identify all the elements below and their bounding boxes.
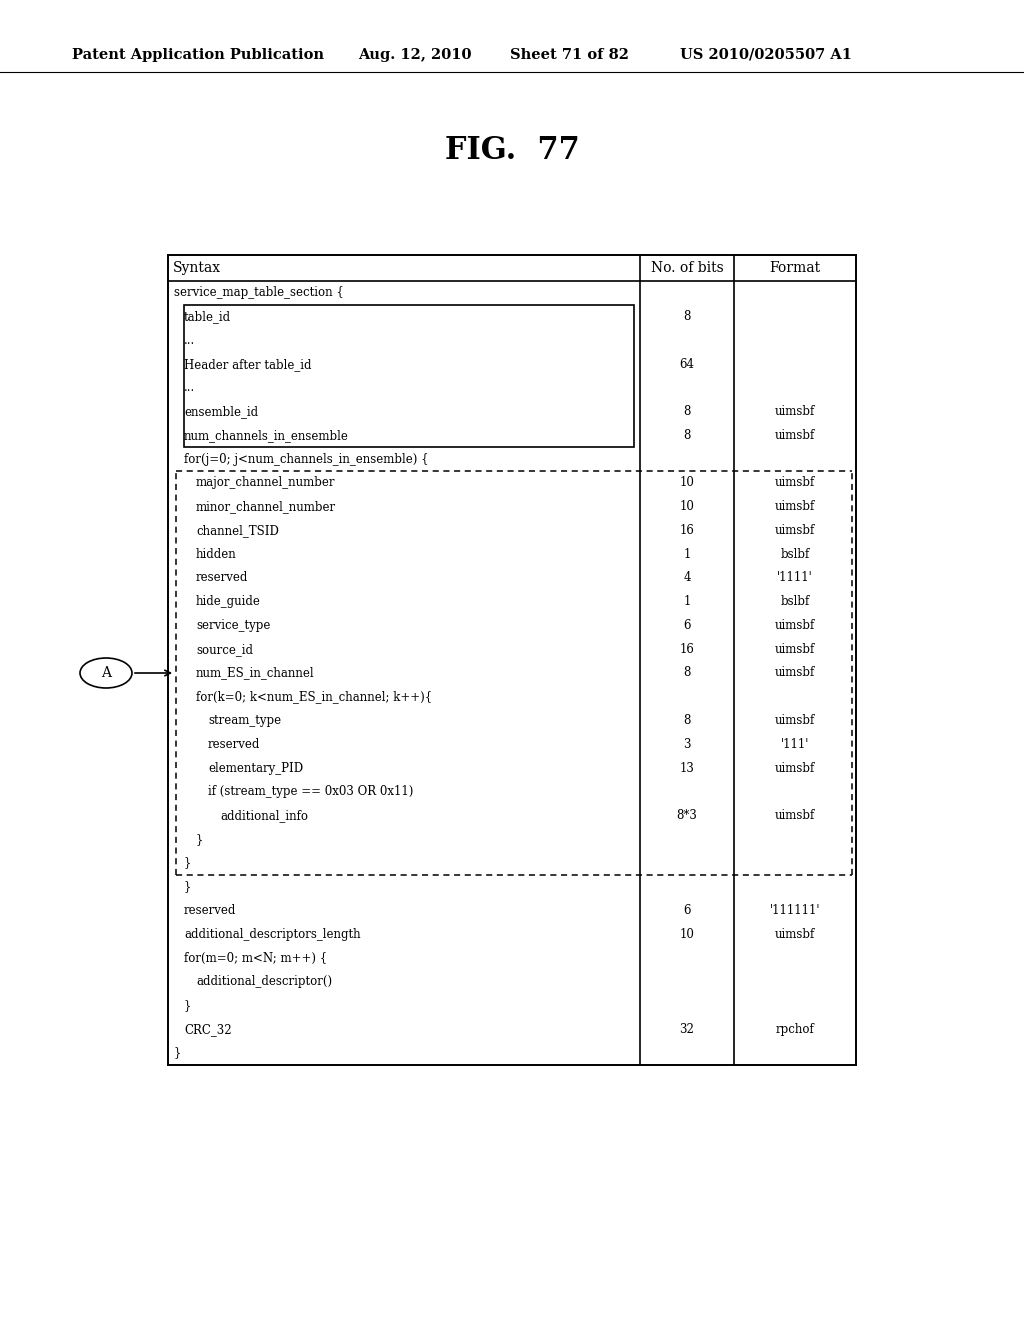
Text: 8: 8 — [683, 310, 690, 323]
Text: ...: ... — [184, 381, 196, 395]
Text: '111111': '111111' — [770, 904, 820, 917]
Text: Header after table_id: Header after table_id — [184, 358, 311, 371]
Text: additional_descriptors_length: additional_descriptors_length — [184, 928, 360, 941]
Text: bslbf: bslbf — [780, 595, 810, 609]
Text: stream_type: stream_type — [208, 714, 282, 727]
Text: CRC_32: CRC_32 — [184, 1023, 231, 1036]
Text: uimsbf: uimsbf — [775, 429, 815, 442]
Text: Aug. 12, 2010: Aug. 12, 2010 — [358, 48, 471, 62]
Text: major_channel_number: major_channel_number — [196, 477, 336, 490]
Text: '111': '111' — [781, 738, 809, 751]
Text: 10: 10 — [680, 928, 694, 941]
Text: 1: 1 — [683, 595, 690, 609]
Text: reserved: reserved — [208, 738, 260, 751]
Text: service_map_table_section {: service_map_table_section { — [174, 286, 344, 300]
Text: 6: 6 — [683, 619, 691, 632]
Text: }: } — [184, 857, 191, 870]
Text: 3: 3 — [683, 738, 691, 751]
Text: hide_guide: hide_guide — [196, 595, 261, 609]
Text: if (stream_type == 0x03 OR 0x11): if (stream_type == 0x03 OR 0x11) — [208, 785, 414, 799]
Text: table_id: table_id — [184, 310, 231, 323]
Text: ensemble_id: ensemble_id — [184, 405, 258, 418]
Text: No. of bits: No. of bits — [650, 261, 723, 275]
Text: reserved: reserved — [184, 904, 237, 917]
Text: for(k=0; k<num_ES_in_channel; k++){: for(k=0; k<num_ES_in_channel; k++){ — [196, 690, 432, 704]
Text: 64: 64 — [680, 358, 694, 371]
Text: Sheet 71 of 82: Sheet 71 of 82 — [510, 48, 629, 62]
Text: Patent Application Publication: Patent Application Publication — [72, 48, 324, 62]
Text: 16: 16 — [680, 524, 694, 537]
Text: uimsbf: uimsbf — [775, 762, 815, 775]
Bar — [184, 305, 634, 447]
Text: }: } — [196, 833, 204, 846]
Text: 4: 4 — [683, 572, 691, 585]
Text: 6: 6 — [683, 904, 691, 917]
Text: 8: 8 — [683, 714, 690, 727]
Text: rpchof: rpchof — [775, 1023, 814, 1036]
Text: 10: 10 — [680, 477, 694, 490]
Text: additional_info: additional_info — [220, 809, 308, 822]
Text: service_type: service_type — [196, 619, 270, 632]
Text: 13: 13 — [680, 762, 694, 775]
Text: uimsbf: uimsbf — [775, 619, 815, 632]
Text: for(m=0; m<N; m++) {: for(m=0; m<N; m++) { — [184, 952, 327, 965]
Text: uimsbf: uimsbf — [775, 643, 815, 656]
Text: }: } — [184, 880, 191, 894]
Text: 1: 1 — [683, 548, 690, 561]
Text: '1111': '1111' — [777, 572, 813, 585]
Text: num_ES_in_channel: num_ES_in_channel — [196, 667, 314, 680]
Text: Syntax: Syntax — [173, 261, 221, 275]
Text: 16: 16 — [680, 643, 694, 656]
Text: for(j=0; j<num_channels_in_ensemble) {: for(j=0; j<num_channels_in_ensemble) { — [184, 453, 428, 466]
Text: num_channels_in_ensemble: num_channels_in_ensemble — [184, 429, 349, 442]
Text: additional_descriptor(): additional_descriptor() — [196, 975, 332, 989]
Text: 8: 8 — [683, 405, 690, 418]
Text: source_id: source_id — [196, 643, 253, 656]
Text: }: } — [184, 999, 191, 1012]
Text: US 2010/0205507 A1: US 2010/0205507 A1 — [680, 48, 852, 62]
Text: uimsbf: uimsbf — [775, 928, 815, 941]
Text: 8: 8 — [683, 429, 690, 442]
Text: 32: 32 — [680, 1023, 694, 1036]
Text: reserved: reserved — [196, 572, 249, 585]
Text: ...: ... — [184, 334, 196, 347]
Text: channel_TSID: channel_TSID — [196, 524, 279, 537]
Text: }: } — [174, 1047, 181, 1060]
Text: bslbf: bslbf — [780, 548, 810, 561]
Text: 8*3: 8*3 — [677, 809, 697, 822]
Text: FIG.  77: FIG. 77 — [444, 135, 580, 166]
Bar — [168, 255, 856, 1065]
Text: uimsbf: uimsbf — [775, 477, 815, 490]
Text: A: A — [101, 667, 111, 680]
Text: elementary_PID: elementary_PID — [208, 762, 303, 775]
Text: uimsbf: uimsbf — [775, 524, 815, 537]
Text: Format: Format — [769, 261, 820, 275]
Ellipse shape — [80, 657, 132, 688]
Text: 8: 8 — [683, 667, 690, 680]
Text: uimsbf: uimsbf — [775, 405, 815, 418]
Text: uimsbf: uimsbf — [775, 500, 815, 513]
Text: hidden: hidden — [196, 548, 237, 561]
Text: uimsbf: uimsbf — [775, 714, 815, 727]
Text: 10: 10 — [680, 500, 694, 513]
Text: uimsbf: uimsbf — [775, 809, 815, 822]
Text: uimsbf: uimsbf — [775, 667, 815, 680]
Text: minor_channel_number: minor_channel_number — [196, 500, 336, 513]
